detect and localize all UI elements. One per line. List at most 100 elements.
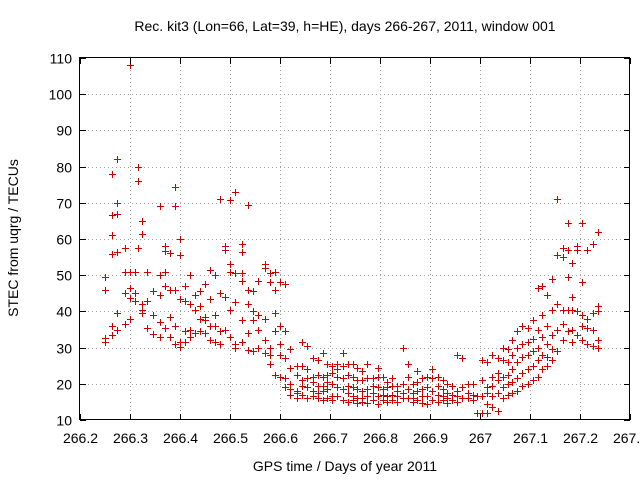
data-point (514, 345, 521, 352)
data-point (192, 307, 199, 314)
data-point (157, 203, 164, 210)
data-point (435, 392, 442, 399)
y-tick-label: 20 (56, 377, 72, 393)
x-tick-label: 266.4 (163, 430, 198, 446)
data-point (109, 332, 116, 339)
data-point (410, 399, 417, 406)
data-point (315, 372, 322, 379)
data-point (310, 355, 317, 362)
data-point (127, 285, 134, 292)
data-point (122, 290, 129, 297)
data-point (144, 298, 151, 305)
data-point (359, 377, 366, 384)
data-point (539, 334, 546, 341)
data-point (310, 379, 317, 386)
data-point (400, 381, 407, 388)
data-point (500, 345, 507, 352)
data-point (505, 346, 512, 353)
data-point (590, 327, 597, 334)
data-point (282, 281, 289, 288)
data-point (489, 404, 496, 411)
data-point (484, 390, 491, 397)
data-point (109, 323, 116, 330)
data-point (444, 400, 451, 407)
data-point (505, 359, 512, 366)
data-point (182, 339, 189, 346)
data-point (560, 254, 567, 261)
data-point (565, 328, 572, 335)
data-point (267, 345, 274, 352)
data-point (157, 292, 164, 299)
data-point (310, 393, 317, 400)
data-point (489, 383, 496, 390)
data-point (227, 197, 234, 204)
data-point (525, 366, 532, 373)
data-point (167, 334, 174, 341)
data-point (262, 350, 269, 357)
data-point (525, 325, 532, 332)
data-point (509, 337, 516, 344)
data-point (549, 307, 556, 314)
data-point (232, 345, 239, 352)
data-point (329, 370, 336, 377)
data-point (114, 200, 121, 207)
y-axis-ticks: 10 20 30 40 50 60 70 80 90 100 110 (49, 51, 630, 429)
data-point (102, 339, 109, 346)
data-point (299, 339, 306, 346)
data-point (192, 330, 199, 337)
data-point (239, 278, 246, 285)
data-point (539, 352, 546, 359)
data-point (167, 314, 174, 321)
data-point (519, 370, 526, 377)
data-point (245, 287, 252, 294)
data-point (239, 339, 246, 346)
data-point (207, 267, 214, 274)
data-point (182, 298, 189, 305)
data-point (304, 384, 311, 391)
data-point (227, 307, 234, 314)
data-point (509, 366, 516, 373)
data-point (277, 323, 284, 330)
data-point (304, 375, 311, 382)
data-point (207, 296, 214, 303)
data-point (139, 301, 146, 308)
data-point (139, 310, 146, 317)
data-point (114, 156, 121, 163)
data-point (172, 203, 179, 210)
data-point (364, 361, 371, 368)
data-point (172, 341, 179, 348)
data-point (560, 321, 567, 328)
x-axis-label: GPS time / Days of year 2011 (253, 458, 437, 474)
data-point (212, 312, 219, 319)
data-point (364, 375, 371, 382)
data-point (505, 381, 512, 388)
data-point (535, 345, 542, 352)
plot-frame (79, 57, 630, 420)
data-point (212, 272, 219, 279)
data-point (272, 328, 279, 335)
data-point (424, 393, 431, 400)
data-point (172, 323, 179, 330)
data-point (560, 245, 567, 252)
data-point (459, 355, 466, 362)
data-point (282, 384, 289, 391)
data-point (364, 400, 371, 407)
data-point (574, 308, 581, 315)
y-tick-label: 10 (56, 413, 72, 429)
data-point (320, 374, 327, 381)
data-point (144, 325, 151, 332)
data-point (484, 410, 491, 417)
data-point (375, 384, 382, 391)
data-point (182, 328, 189, 335)
data-point (554, 327, 561, 334)
data-point (202, 330, 209, 337)
data-point (530, 348, 537, 355)
data-point (262, 265, 269, 272)
data-point (419, 386, 426, 393)
chart-title: Rec. kit3 (Lon=66, Lat=39, h=HE), days 2… (134, 18, 555, 34)
data-point (102, 274, 109, 281)
data-point (479, 357, 486, 364)
data-point (359, 368, 366, 375)
data-point (250, 348, 257, 355)
x-axis-ticks: 266.2 266.3 266.4 266.5 266.6 266.7 266.8 266.9… (63, 58, 640, 446)
